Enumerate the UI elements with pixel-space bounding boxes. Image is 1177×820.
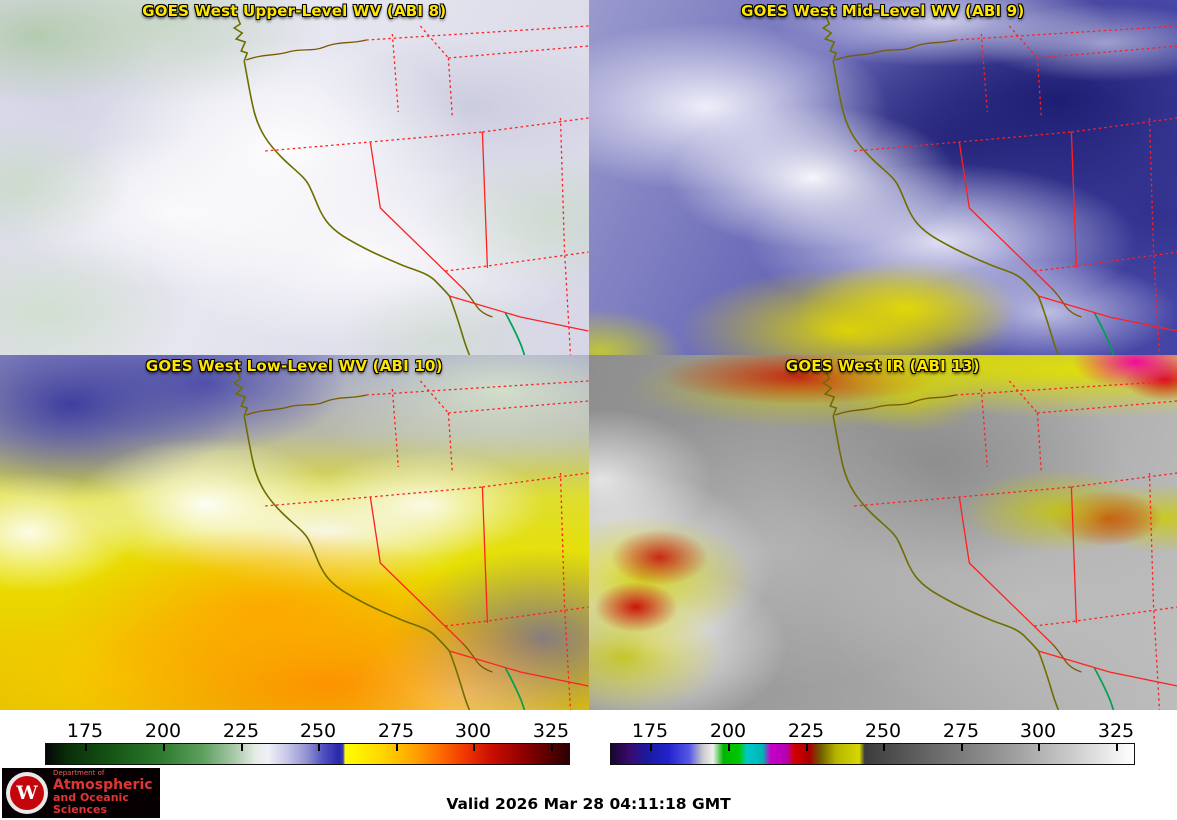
tick-label: 200: [144, 720, 182, 742]
tick-mark: [473, 744, 475, 751]
tick-label: 300: [1019, 720, 1057, 742]
tick-label: 225: [787, 720, 825, 742]
tick-label: 175: [631, 720, 669, 742]
tick-label: 300: [454, 720, 492, 742]
tick-label: 325: [532, 720, 570, 742]
panel-upper-level-wv: GOES West Upper-Level WV (ABI 8): [0, 0, 589, 355]
tick-mark: [650, 744, 652, 751]
tick-label: 250: [864, 720, 902, 742]
wv-colorbar-labels: 175 200 225 250 275 300 325: [45, 712, 570, 743]
tick-label: 200: [709, 720, 747, 742]
logo-text: Department of Atmospheric and Oceanic Sc…: [53, 769, 160, 817]
ir-colorbar-group: 175 200 225 250 275 300 325: [610, 712, 1135, 772]
tick-mark: [728, 744, 730, 751]
panel-title-abi13: GOES West IR (ABI 13): [785, 357, 980, 375]
panel-title-abi10: GOES West Low-Level WV (ABI 10): [145, 357, 443, 375]
uw-monogram: W: [10, 776, 44, 810]
tick-mark: [1116, 744, 1118, 751]
tick-label: 275: [942, 720, 980, 742]
panel-ir: GOES West IR (ABI 13): [588, 355, 1177, 710]
ir-colorbar-labels: 175 200 225 250 275 300 325: [610, 712, 1135, 743]
tick-mark: [806, 744, 808, 751]
wv-colorbar-group: 175 200 225 250 275 300 325: [45, 712, 570, 772]
tick-label: 175: [66, 720, 104, 742]
tick-mark: [1038, 744, 1040, 751]
logo-name-line1: Atmospheric: [53, 776, 153, 793]
map-borders-overlay: [589, 355, 1177, 710]
uw-crest-icon: W: [6, 772, 48, 814]
logo-name-line2: and Oceanic Sciences: [53, 791, 129, 817]
uw-aos-logo: W Department of Atmospheric and Oceanic …: [2, 768, 160, 818]
panel-low-level-wv: GOES West Low-Level WV (ABI 10): [0, 355, 589, 710]
tick-label: 275: [377, 720, 415, 742]
panel-mid-level-wv: GOES West Mid-Level WV (ABI 9): [588, 0, 1177, 355]
logo-dept-line: Department of: [53, 769, 105, 778]
ir-colorbar: [610, 743, 1135, 765]
map-borders-overlay: [589, 0, 1177, 355]
valid-time-text: Valid 2026 Mar 28 04:11:18 GMT: [446, 795, 731, 813]
panel-title-abi8: GOES West Upper-Level WV (ABI 8): [142, 2, 447, 20]
tick-mark: [551, 744, 553, 751]
wv-colorbar: [45, 743, 570, 765]
satellite-panel-grid: GOES West Upper-Level WV (ABI 8) GOES We…: [0, 0, 1177, 710]
panel-title-abi9: GOES West Mid-Level WV (ABI 9): [741, 2, 1025, 20]
map-borders-overlay: [0, 355, 589, 710]
tick-mark: [85, 744, 87, 751]
tick-mark: [241, 744, 243, 751]
tick-label: 325: [1097, 720, 1135, 742]
tick-label: 250: [299, 720, 337, 742]
map-borders-overlay: [0, 0, 589, 355]
tick-mark: [961, 744, 963, 751]
tick-mark: [883, 744, 885, 751]
tick-mark: [163, 744, 165, 751]
tick-mark: [396, 744, 398, 751]
tick-label: 225: [222, 720, 260, 742]
tick-mark: [318, 744, 320, 751]
